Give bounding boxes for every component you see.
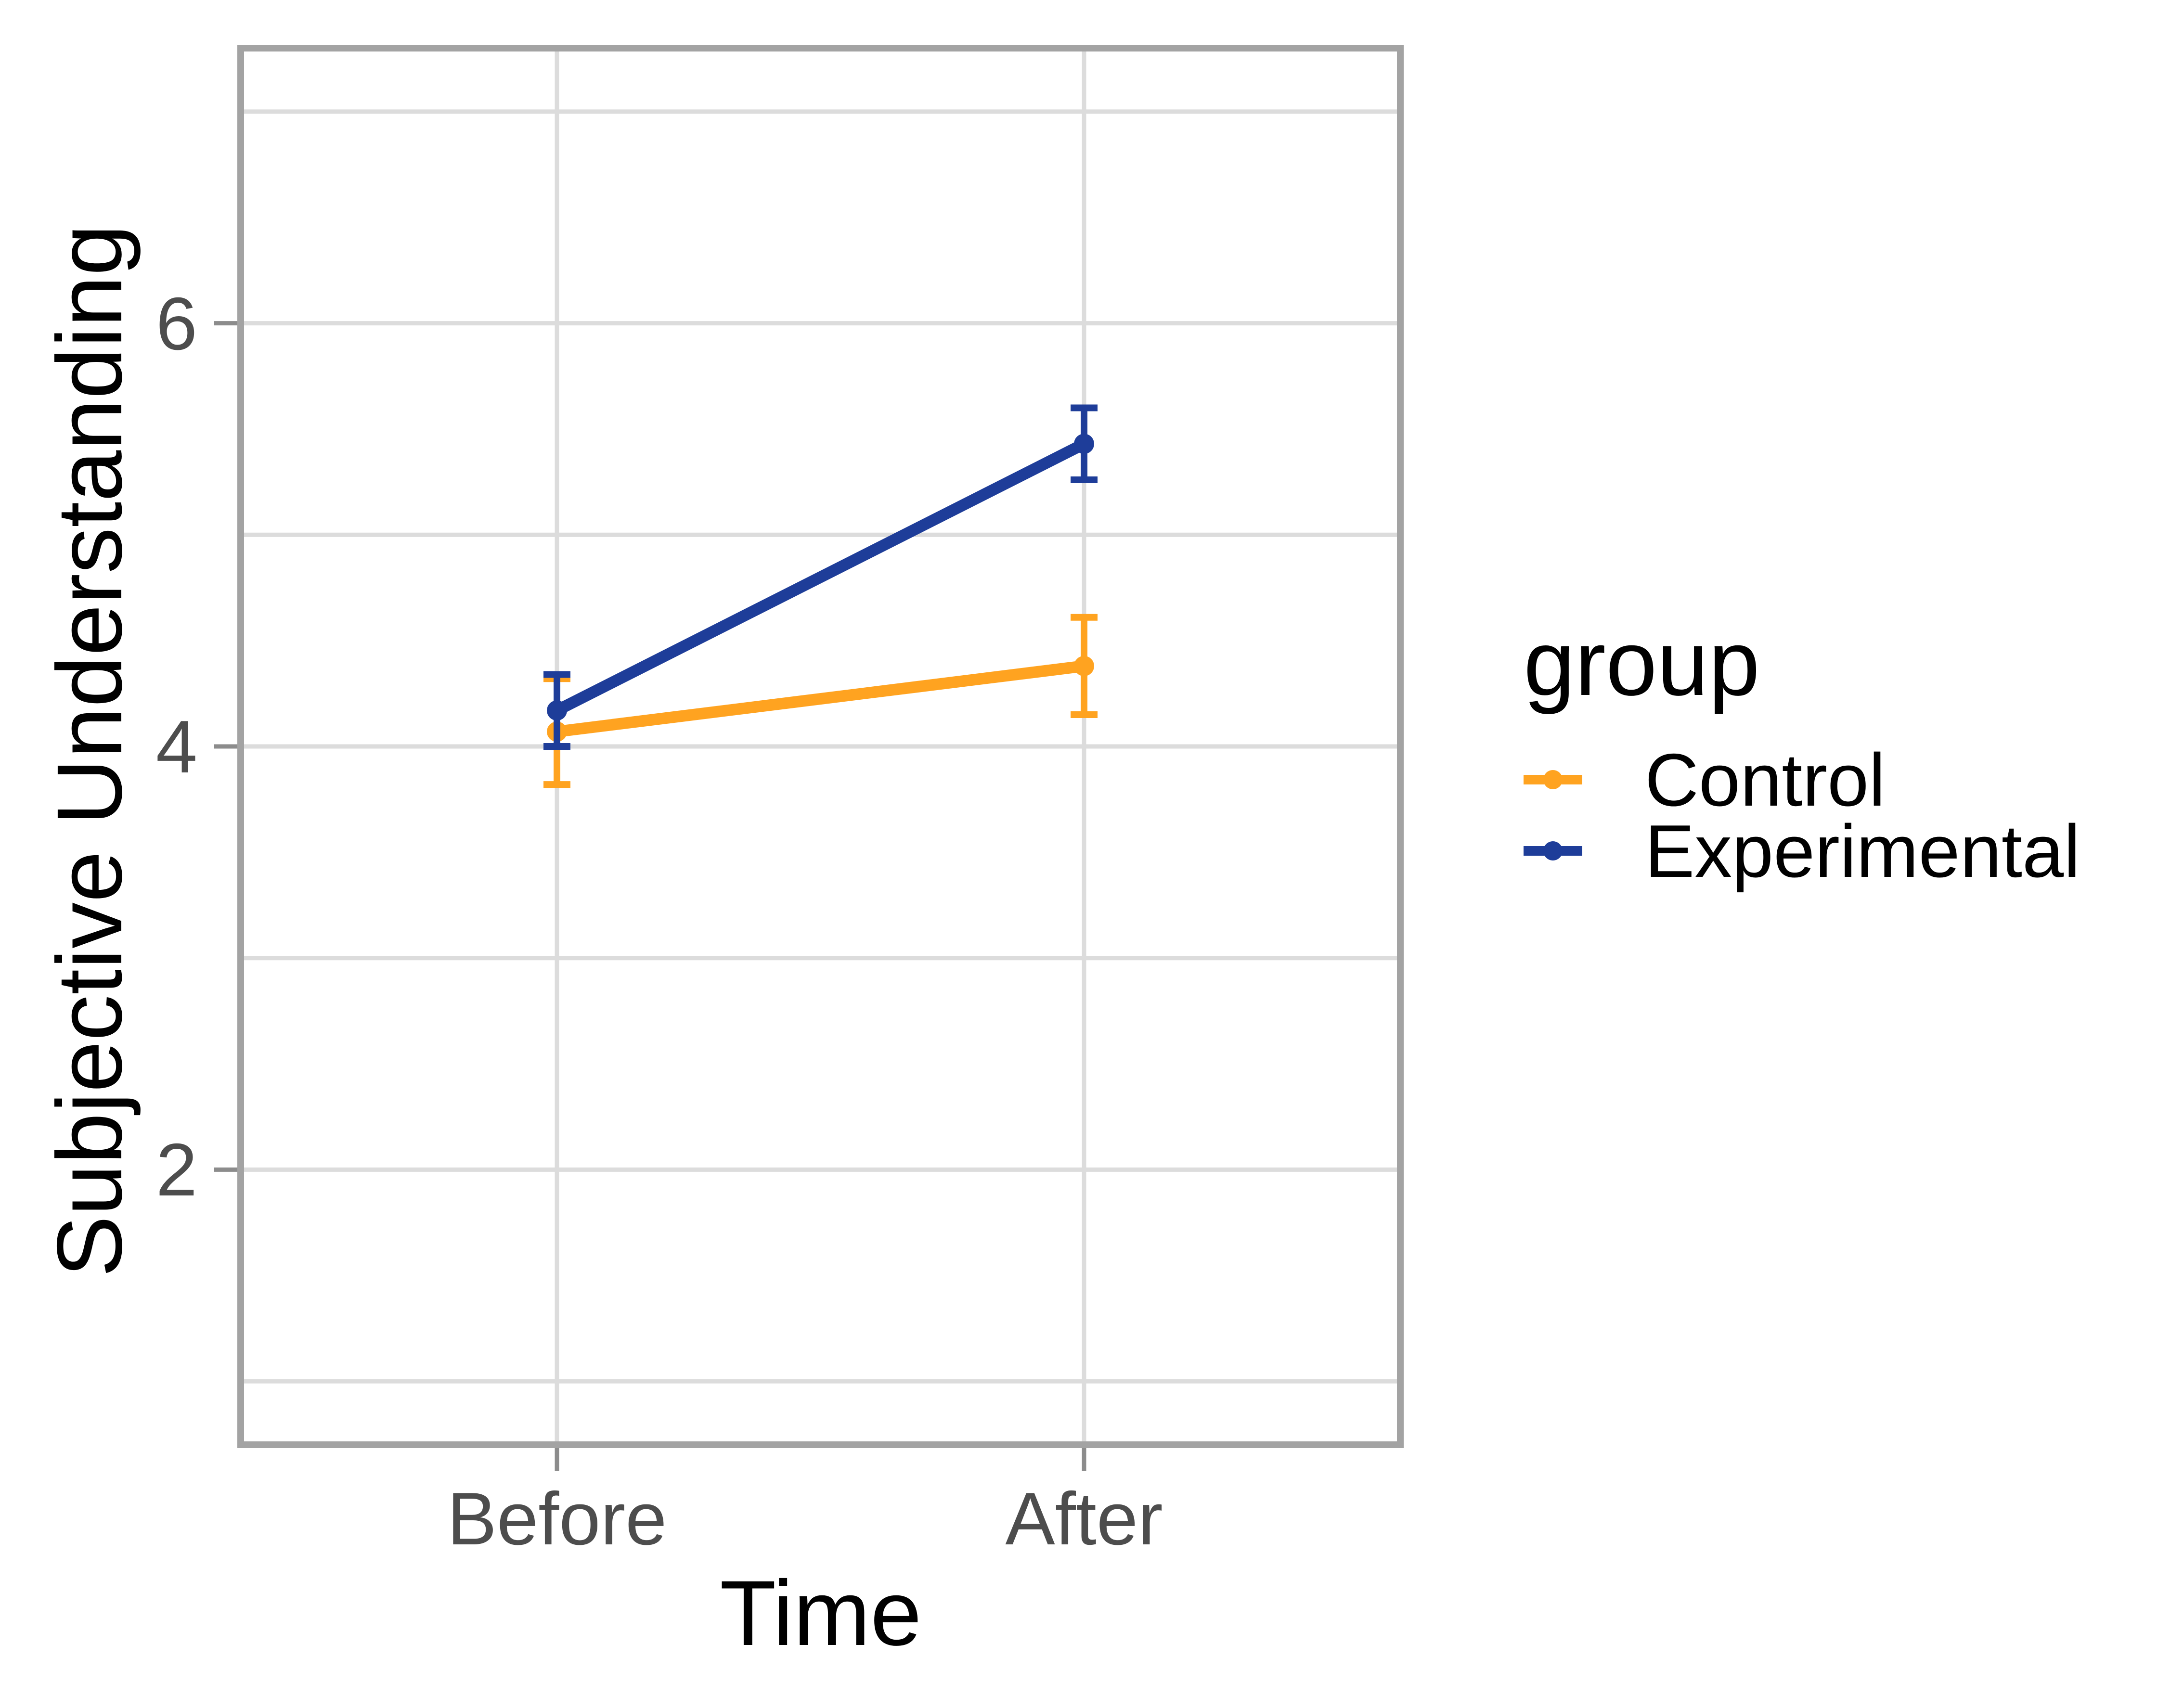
data-point bbox=[547, 700, 567, 721]
data-point bbox=[1074, 434, 1094, 454]
y-tick-label-6: 6 bbox=[155, 282, 197, 365]
legend-label-control: Control bbox=[1645, 738, 1886, 822]
x-axis-title: Time bbox=[720, 1561, 922, 1665]
y-tick-label-2: 2 bbox=[155, 1128, 197, 1211]
legend-title: group bbox=[1524, 611, 1760, 715]
x-tick-label-after: After bbox=[1005, 1477, 1163, 1560]
legend-key-control-icon bbox=[1524, 770, 1582, 789]
y-tick-label-4: 4 bbox=[155, 705, 197, 788]
legend-item-experimental: Experimental bbox=[1524, 809, 2149, 893]
series-line bbox=[554, 438, 1087, 716]
panel-border bbox=[237, 45, 1404, 1448]
data-point bbox=[1074, 655, 1094, 676]
legend-item-control: Control bbox=[1524, 738, 2149, 822]
legend-label-experimental: Experimental bbox=[1645, 809, 2080, 893]
x-tick-label-before: Before bbox=[447, 1477, 667, 1560]
legend: group Control Experimental bbox=[1524, 611, 2149, 893]
legend-key-experimental-icon bbox=[1524, 841, 1582, 860]
series-line bbox=[556, 660, 1085, 738]
